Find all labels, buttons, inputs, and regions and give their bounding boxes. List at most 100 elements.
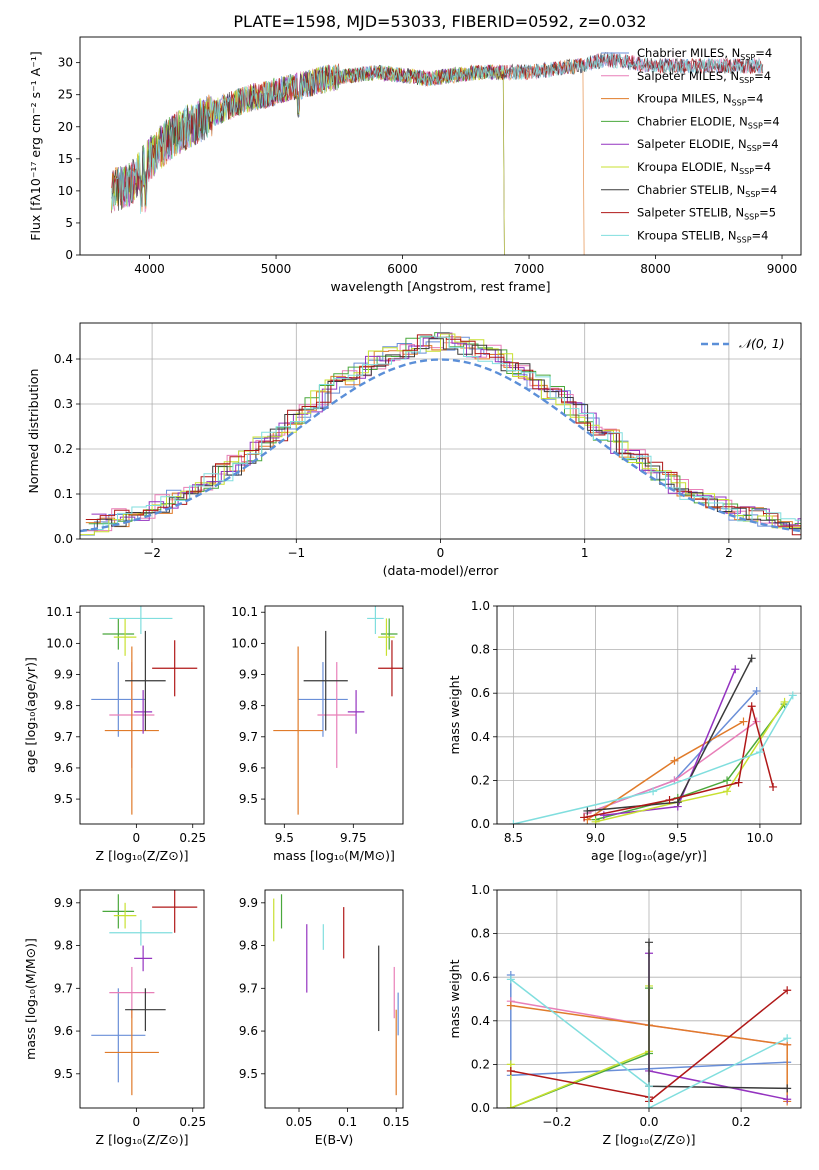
plot-area-weight-vs-age bbox=[509, 654, 797, 824]
plot-area-spectrum bbox=[111, 51, 764, 255]
y-tick-label: 15 bbox=[58, 152, 73, 166]
y-axis-label: mass weight bbox=[447, 959, 462, 1038]
y-axis-label: mass weight bbox=[447, 675, 462, 754]
legend-subscript: SSP bbox=[748, 121, 763, 130]
y-tick-label: 10.1 bbox=[231, 605, 258, 619]
legend-subscript: SSP bbox=[737, 235, 752, 244]
y-tick-label: 0.4 bbox=[54, 352, 73, 366]
legend-subscript: SSP bbox=[740, 53, 755, 62]
panel-residuals: −2 −1 0 1 2 0.0 0.1 0.2 0.3 0.4 (data-model)/error… bbox=[26, 322, 802, 578]
spectrum-line bbox=[111, 58, 585, 255]
weight-marker bbox=[731, 665, 740, 674]
y-tick-label: 0.4 bbox=[471, 1014, 490, 1028]
y-tick-label: 9.6 bbox=[54, 761, 73, 775]
weight-line bbox=[510, 975, 788, 1077]
y-tick-label: 0.0 bbox=[54, 532, 73, 546]
x-tick-label: 2 bbox=[725, 546, 733, 560]
weight-line bbox=[587, 690, 758, 814]
legend-entry: Chabrier STELIB, NSSP=4 bbox=[637, 183, 777, 199]
y-tick-label: 10.0 bbox=[231, 636, 258, 650]
y-tick-label: 0.6 bbox=[471, 970, 490, 984]
y-tick-label: 10.0 bbox=[46, 636, 73, 650]
weight-marker bbox=[752, 687, 761, 696]
x-tick-label: 0.1 bbox=[338, 1115, 357, 1129]
y-tick-label: 9.9 bbox=[54, 668, 73, 682]
x-tick-label: 0.25 bbox=[179, 1115, 206, 1129]
axes-frame bbox=[79, 36, 802, 256]
x-axis-label: wavelength [Angstrom, rest frame] bbox=[330, 279, 550, 294]
y-tick-label: 9.7 bbox=[239, 730, 258, 744]
y-tick-label: 9.5 bbox=[54, 792, 73, 806]
legend-entry: Kroupa ELODIE, NSSP=4 bbox=[637, 160, 771, 176]
weight-marker bbox=[580, 813, 589, 822]
weight-line bbox=[648, 942, 788, 1090]
x-tick-label: −0.2 bbox=[542, 1115, 571, 1129]
weight-marker bbox=[645, 938, 653, 947]
panel-spectrum: 4000 5000 6000 7000 8000 9000 0 5 10 15 20 25 30 wave… bbox=[28, 36, 802, 294]
y-axis-label: Flux [fλ10⁻¹⁷ erg cm⁻² s⁻¹ A⁻¹] bbox=[28, 51, 43, 240]
weight-marker bbox=[665, 796, 674, 805]
x-tick-label: 1 bbox=[581, 546, 589, 560]
x-tick-label: 0.05 bbox=[286, 1115, 313, 1129]
weight-marker bbox=[506, 975, 515, 984]
y-tick-label: 0.2 bbox=[471, 1057, 490, 1071]
histogram-step bbox=[80, 333, 801, 536]
legend-subscript: SSP bbox=[747, 144, 762, 153]
weight-marker bbox=[645, 1082, 653, 1091]
weight-marker bbox=[599, 811, 608, 820]
plot-area-weight-vs-Z bbox=[506, 938, 792, 1108]
axes-frame bbox=[264, 889, 404, 1109]
panel-age-vs-mass: 9.5 9.75 9.5 9.6 9.7 9.8 9.9 10.0 10.1 mass [log₁… bbox=[231, 605, 404, 863]
y-tick-label: 0.8 bbox=[471, 643, 490, 657]
x-tick-label: 0.25 bbox=[179, 831, 206, 845]
weight-line bbox=[510, 988, 650, 1108]
panel-weight-vs-age: 8.5 9.0 9.5 10.0 0.0 0.2 0.4 0.6 0.8 1.0 age [log₁… bbox=[447, 599, 802, 863]
plot-area-residuals bbox=[80, 332, 801, 536]
y-tick-label: 30 bbox=[58, 56, 73, 70]
legend-value: =5 bbox=[759, 206, 776, 220]
x-tick-label: 0.2 bbox=[732, 1115, 751, 1129]
x-tick-label: 5000 bbox=[261, 262, 292, 276]
x-tick-label: 9.5 bbox=[668, 831, 687, 845]
x-tick-label: 9000 bbox=[767, 262, 798, 276]
legend-value: =4 bbox=[754, 160, 771, 174]
legend-entry: Salpeter MILES, NSSP=4 bbox=[637, 69, 771, 85]
normal-curve bbox=[80, 358, 801, 533]
y-axis-label: age [log₁₀(age/yr)] bbox=[23, 657, 38, 773]
y-tick-label: 9.9 bbox=[54, 896, 73, 910]
weight-line bbox=[595, 703, 786, 821]
legend-entry: Salpeter STELIB, NSSP=5 bbox=[637, 206, 776, 222]
y-tick-label: 1.0 bbox=[471, 883, 490, 897]
weight-marker bbox=[739, 717, 748, 726]
y-tick-label: 9.8 bbox=[54, 939, 73, 953]
weight-marker bbox=[509, 820, 518, 824]
weight-marker bbox=[506, 1104, 515, 1108]
y-tick-label: 9.6 bbox=[54, 1024, 73, 1038]
histogram-step bbox=[88, 335, 801, 530]
x-tick-label: 0.0 bbox=[639, 1115, 658, 1129]
y-tick-label: 0.1 bbox=[54, 487, 73, 501]
y-tick-label: 9.7 bbox=[54, 730, 73, 744]
x-tick-label: 9.0 bbox=[586, 831, 605, 845]
legend-entry: Kroupa STELIB, NSSP=4 bbox=[637, 228, 768, 244]
y-tick-label: 0.6 bbox=[471, 686, 490, 700]
legend-entry: Salpeter ELODIE, NSSP=4 bbox=[637, 137, 779, 153]
x-axis-label: E(B-V) bbox=[315, 1132, 354, 1147]
x-tick-label: 0 bbox=[133, 1115, 141, 1129]
legend-value: =4 bbox=[747, 92, 764, 106]
weight-marker bbox=[788, 691, 797, 700]
x-tick-label: 0.15 bbox=[383, 1115, 410, 1129]
weight-line bbox=[510, 978, 788, 1108]
y-tick-label: 0.0 bbox=[471, 817, 490, 831]
y-tick-label: 0.2 bbox=[54, 442, 73, 456]
histogram-step bbox=[85, 336, 801, 528]
y-tick-label: 9.6 bbox=[239, 761, 258, 775]
weight-marker bbox=[591, 817, 600, 824]
weight-line bbox=[513, 695, 794, 824]
y-tick-label: 9.7 bbox=[54, 981, 73, 995]
weight-marker bbox=[747, 654, 756, 663]
weight-marker bbox=[783, 1034, 792, 1043]
x-axis-label: Z [log₁₀(Z/Z⊙)] bbox=[96, 1132, 189, 1147]
x-tick-label: 8.5 bbox=[504, 831, 523, 845]
axes-frame bbox=[496, 605, 802, 825]
